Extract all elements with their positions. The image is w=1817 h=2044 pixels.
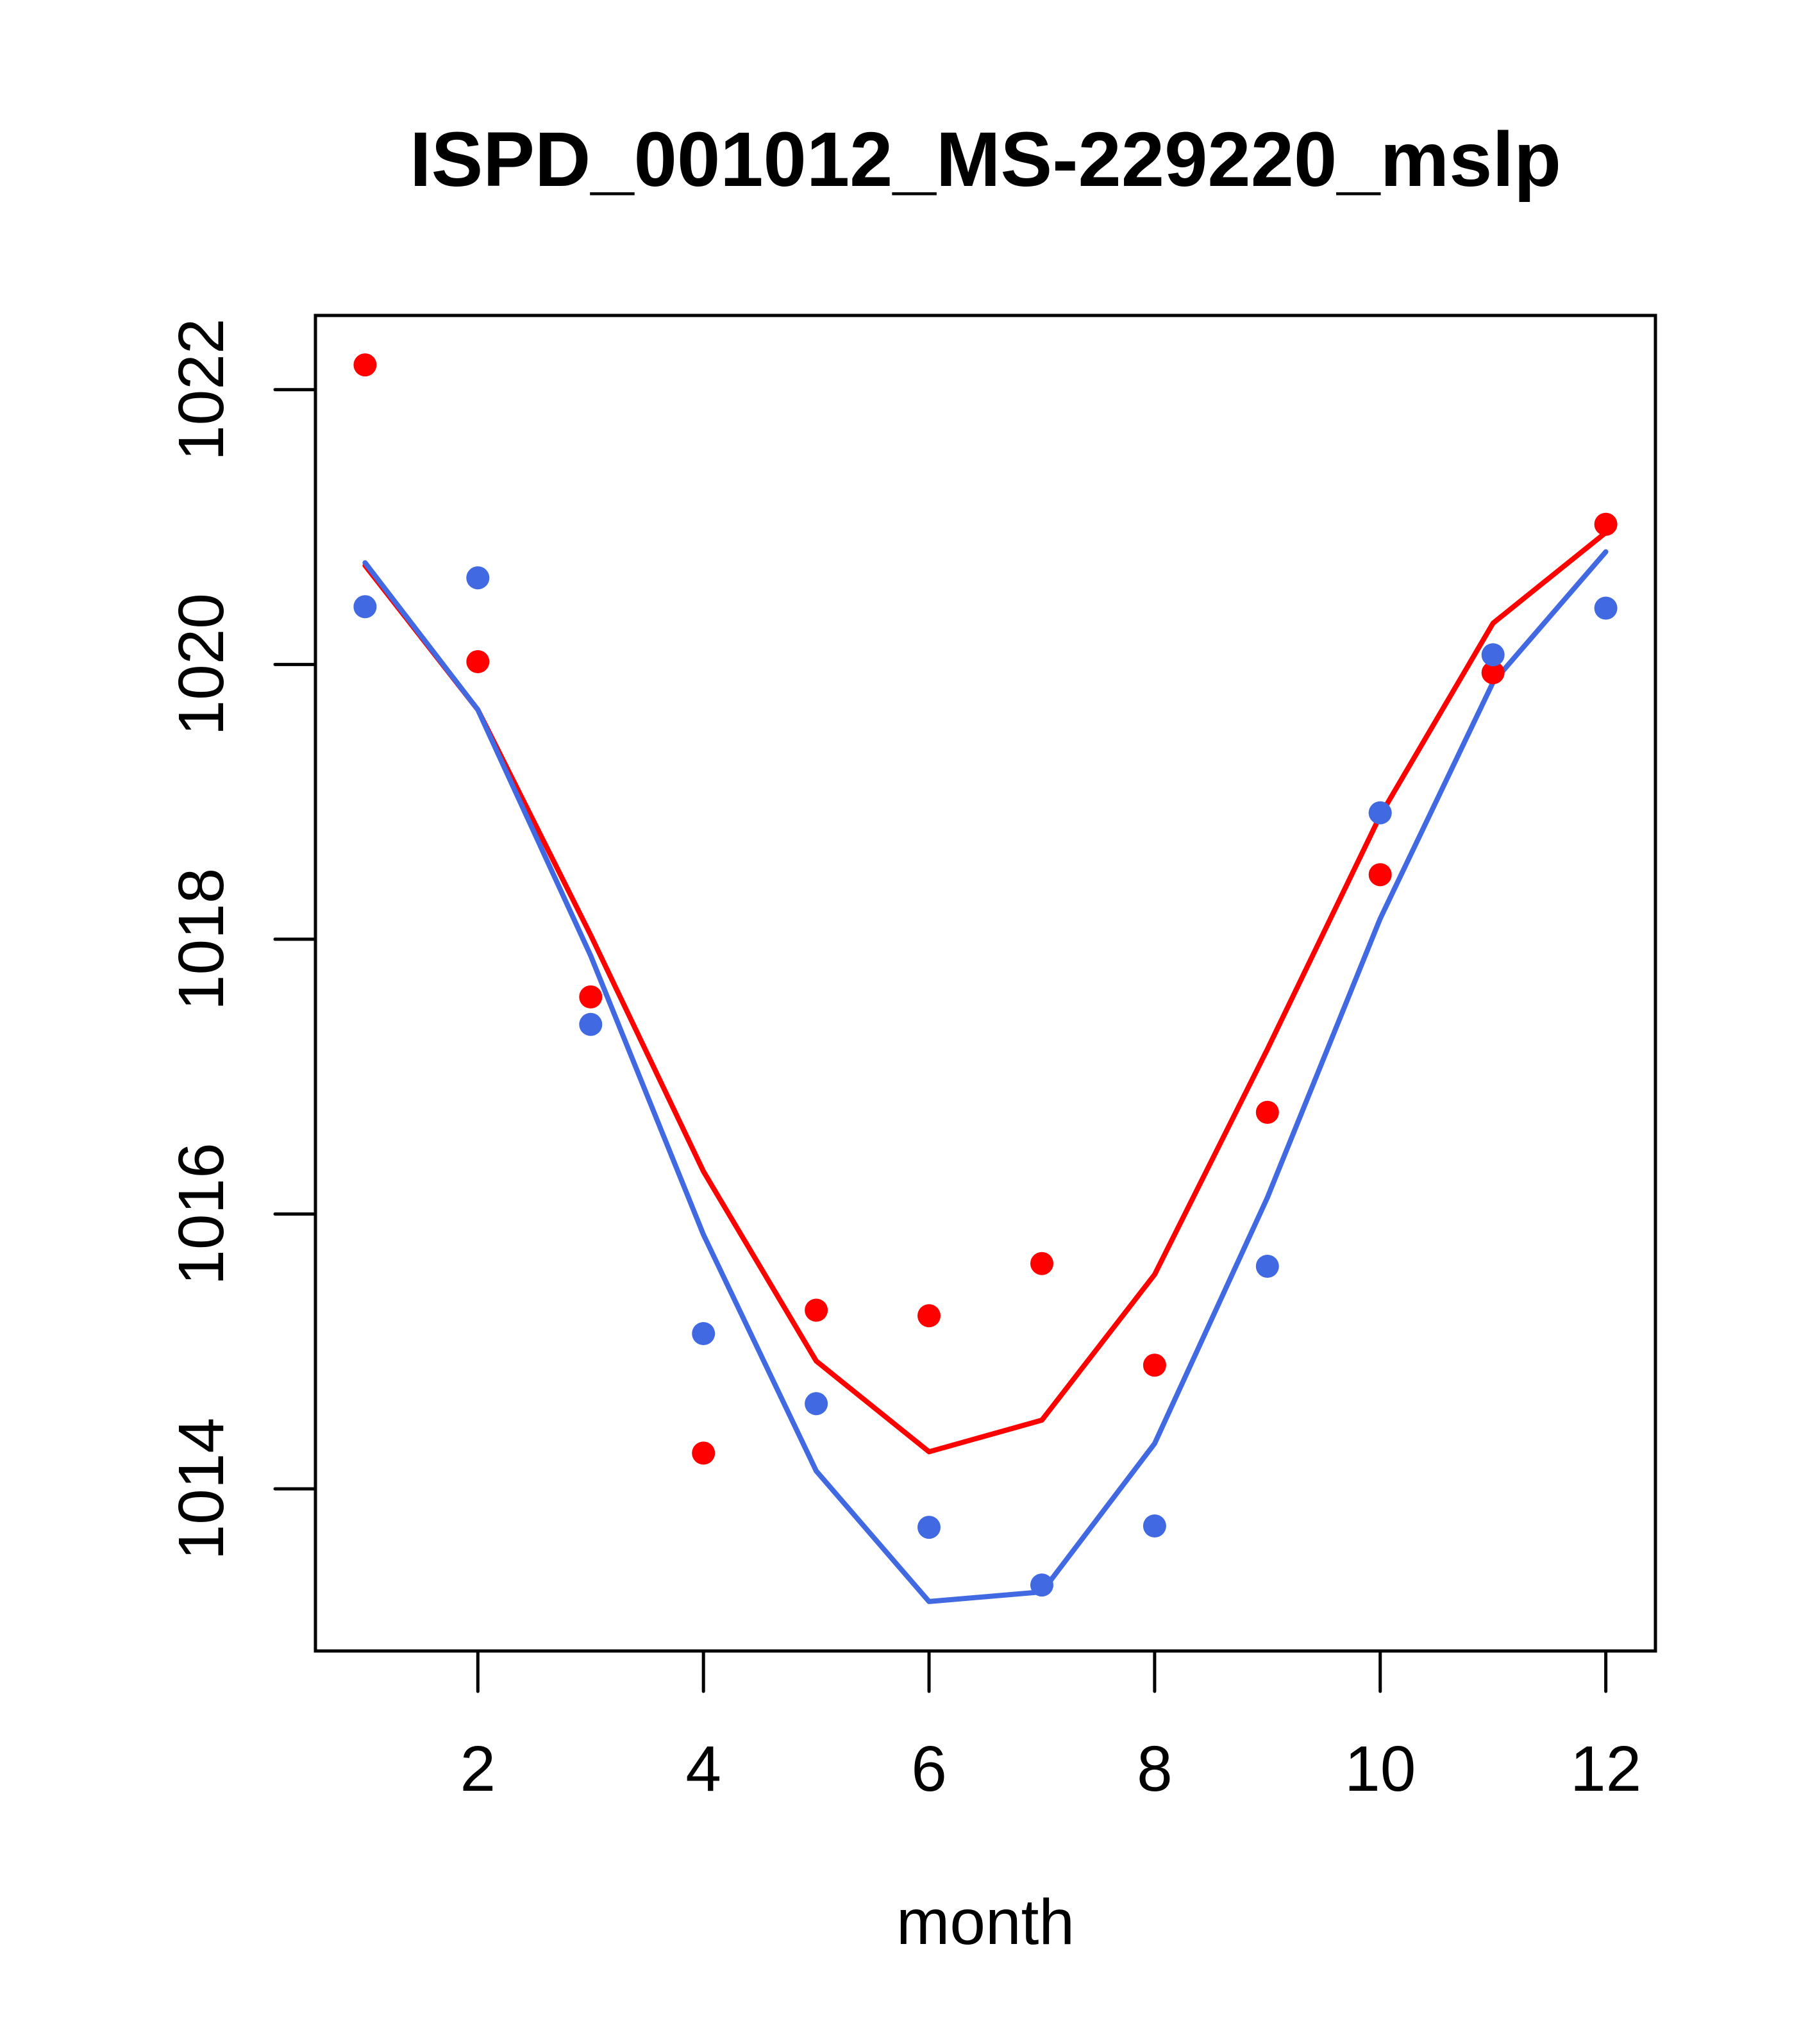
- red-points-point-8: [1143, 1353, 1166, 1377]
- x-axis: 2 4 6 8 10 12: [460, 1649, 1641, 1805]
- blue-points-point-9: [1255, 1255, 1279, 1278]
- red-points-point-12: [1594, 512, 1618, 536]
- blue-points-point-12: [1594, 596, 1618, 620]
- blue-points-point-1: [353, 595, 377, 619]
- blue-line: [362, 549, 1609, 1604]
- x-tick-label-2: 2: [460, 1733, 496, 1805]
- x-tick-label-8: 8: [1137, 1733, 1173, 1805]
- red-points-point-6: [917, 1304, 941, 1328]
- red-points-point-4: [692, 1441, 716, 1465]
- red-points-point-5: [805, 1298, 828, 1322]
- red-points-point-9: [1255, 1100, 1279, 1124]
- x-axis-label: month: [896, 1886, 1075, 1958]
- series-points: [353, 353, 1618, 1597]
- red-points-point-7: [1030, 1252, 1053, 1275]
- blue-points-point-4: [692, 1322, 716, 1345]
- y-tick-label-1016: 1016: [165, 1143, 237, 1285]
- x-tick-label-10: 10: [1344, 1733, 1416, 1805]
- blue-points-point-10: [1368, 801, 1392, 825]
- y-axis: 1014 1016 1018 1020 1022: [165, 318, 317, 1560]
- blue-points-point-7: [1030, 1573, 1053, 1597]
- y-tick-label-1022: 1022: [165, 318, 237, 460]
- series-lines: [362, 530, 1609, 1604]
- blue-points-point-3: [579, 1012, 603, 1036]
- blue-points-point-5: [805, 1392, 828, 1416]
- blue-points-point-11: [1481, 643, 1505, 667]
- blue-points-point-6: [917, 1516, 941, 1539]
- y-tick-label-1020: 1020: [165, 593, 237, 735]
- x-tick-label-12: 12: [1570, 1733, 1641, 1805]
- x-tick-label-6: 6: [911, 1733, 947, 1805]
- red-points-point-10: [1368, 863, 1392, 887]
- blue-points-point-2: [466, 566, 490, 590]
- red-points-point-11: [1481, 661, 1505, 685]
- red-points-point-2: [466, 650, 490, 673]
- red-line: [362, 530, 1609, 1455]
- chart-title: ISPD_001012_MS-229220_mslp: [410, 115, 1561, 203]
- x-tick-label-4: 4: [685, 1733, 721, 1805]
- y-tick-label-1018: 1018: [165, 868, 237, 1010]
- y-tick-label-1014: 1014: [165, 1418, 237, 1560]
- red-points-point-3: [579, 985, 603, 1009]
- red-points-point-1: [353, 353, 377, 377]
- blue-points-point-8: [1143, 1514, 1166, 1537]
